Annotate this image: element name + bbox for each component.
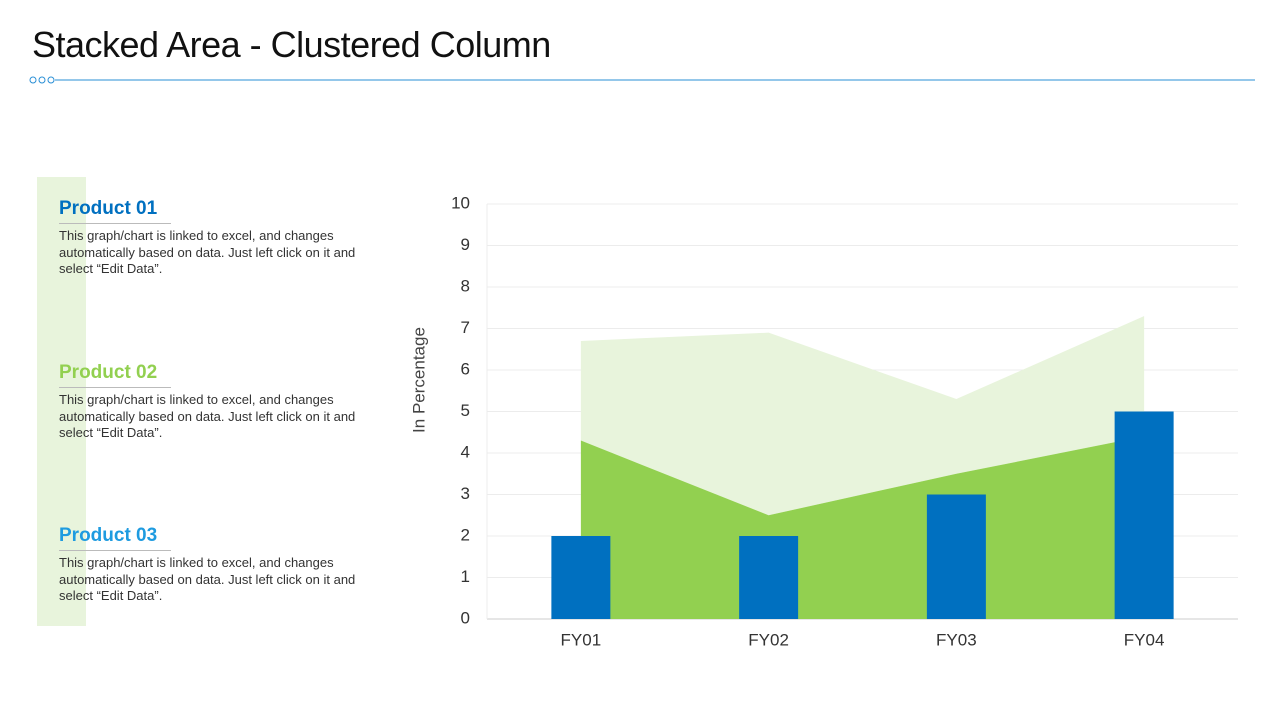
x-tick-label: FY03 — [936, 630, 977, 649]
x-tick-label: FY04 — [1124, 630, 1165, 649]
side-band — [37, 177, 86, 626]
product: Product 03 This graph/chart is linked to… — [59, 525, 389, 605]
bar — [1114, 411, 1174, 619]
x-tick-label: FY02 — [748, 630, 789, 649]
product-title: Product 02 — [59, 362, 171, 388]
bar — [739, 536, 799, 619]
area — [580, 436, 1145, 619]
y-tick-label: 9 — [461, 235, 470, 254]
y-tick-label: 0 — [461, 608, 470, 627]
y-tick-label: 10 — [451, 193, 470, 212]
y-tick-label: 6 — [461, 359, 470, 378]
y-tick-label: 7 — [461, 318, 470, 337]
product-text: This graph/chart is linked to excel, and… — [59, 555, 356, 603]
y-tick-label: 4 — [461, 442, 470, 461]
y-tick-label: 1 — [461, 567, 470, 586]
product-title: Product 03 — [59, 525, 171, 551]
slide-title: Stacked Area - Clustered Column — [32, 24, 551, 65]
product: Product 02 This graph/chart is linked to… — [59, 362, 389, 442]
x-tick-label: FY01 — [561, 630, 602, 649]
header-rule — [29, 76, 1255, 84]
product-text: This graph/chart is linked to excel, and… — [59, 228, 356, 276]
bar — [926, 494, 986, 619]
y-axis-title: In Percentage — [409, 327, 428, 433]
product-title: Product 01 — [59, 198, 171, 224]
y-tick-label: 5 — [461, 401, 470, 420]
y-tick-label: 2 — [461, 525, 470, 544]
product-text: This graph/chart is linked to excel, and… — [59, 392, 356, 440]
y-tick-label: 8 — [461, 276, 470, 295]
y-tick-label: 3 — [461, 484, 470, 503]
area — [580, 316, 1145, 516]
bar — [551, 536, 611, 619]
product: Product 01 This graph/chart is linked to… — [59, 198, 389, 278]
